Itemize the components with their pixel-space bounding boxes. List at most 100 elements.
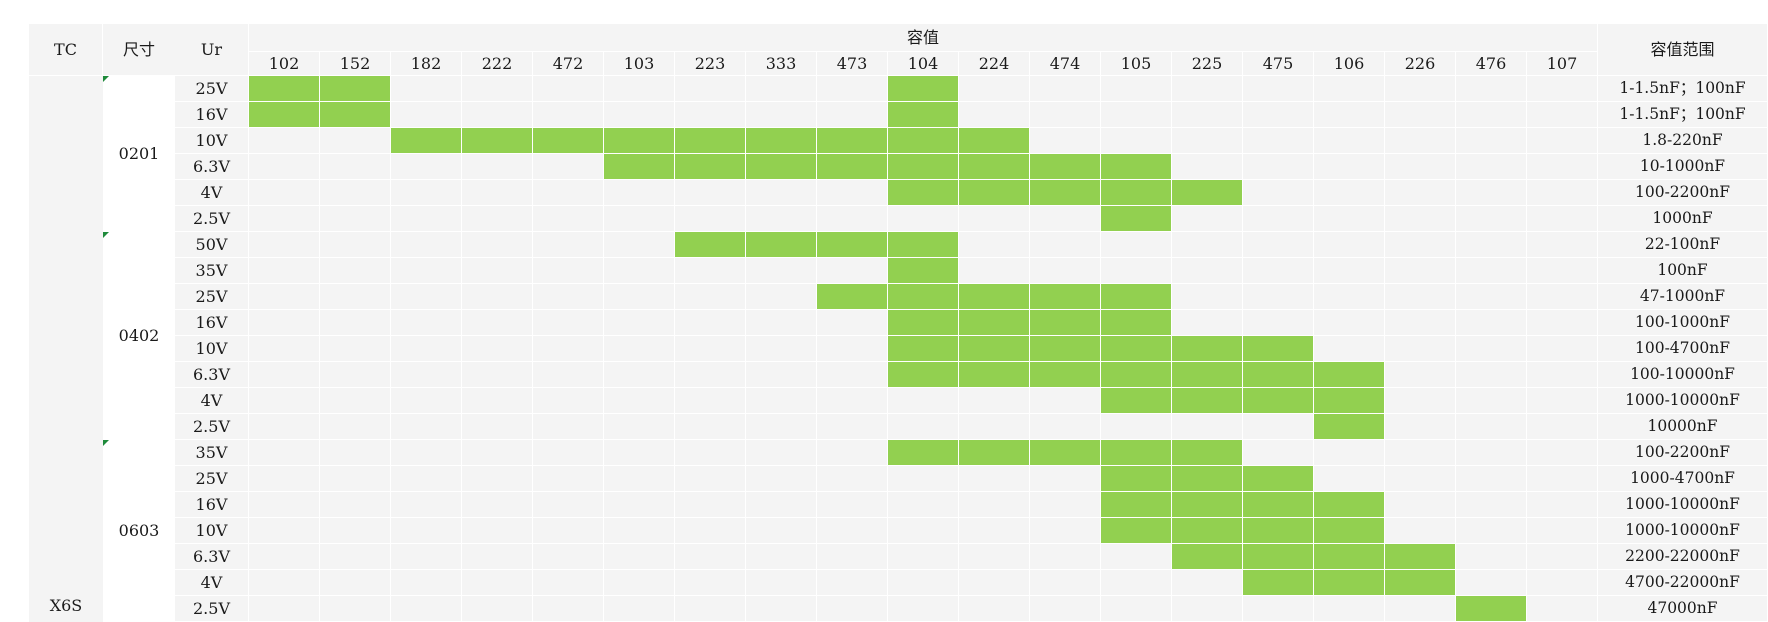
available-cell	[1172, 440, 1243, 466]
empty-cell	[1456, 258, 1527, 284]
available-cell	[817, 232, 888, 258]
range-value: 2200-22000nF	[1598, 544, 1768, 570]
available-cell	[959, 128, 1030, 154]
empty-cell	[675, 388, 746, 414]
available-cell	[959, 440, 1030, 466]
comment-marker	[103, 76, 109, 82]
empty-cell	[533, 362, 604, 388]
empty-cell	[320, 258, 391, 284]
available-cell	[1030, 154, 1101, 180]
available-cell	[959, 362, 1030, 388]
empty-cell	[604, 388, 675, 414]
available-cell	[1243, 570, 1314, 596]
empty-cell	[604, 76, 675, 102]
empty-cell	[1030, 570, 1101, 596]
empty-cell	[1527, 544, 1598, 570]
empty-cell	[533, 206, 604, 232]
empty-cell	[1527, 206, 1598, 232]
empty-cell	[817, 414, 888, 440]
code-header: 472	[533, 52, 604, 76]
empty-cell	[1385, 102, 1456, 128]
empty-cell	[1385, 388, 1456, 414]
header-ur: Ur	[175, 24, 249, 76]
empty-cell	[1456, 232, 1527, 258]
voltage-label: 35V	[175, 440, 249, 466]
code-header: 226	[1385, 52, 1456, 76]
empty-cell	[604, 414, 675, 440]
available-cell	[888, 180, 959, 206]
code-header: 473	[817, 52, 888, 76]
empty-cell	[249, 310, 320, 336]
empty-cell	[462, 570, 533, 596]
empty-cell	[1030, 414, 1101, 440]
range-value: 4700-22000nF	[1598, 570, 1768, 596]
empty-cell	[320, 310, 391, 336]
empty-cell	[391, 258, 462, 284]
empty-cell	[1243, 284, 1314, 310]
available-cell	[1314, 570, 1385, 596]
empty-cell	[533, 232, 604, 258]
range-value: 1-1.5nF；100nF	[1598, 76, 1768, 102]
empty-cell	[1030, 596, 1101, 622]
empty-cell	[746, 388, 817, 414]
empty-cell	[391, 284, 462, 310]
empty-cell	[1172, 284, 1243, 310]
empty-cell	[1314, 102, 1385, 128]
empty-cell	[1527, 492, 1598, 518]
empty-cell	[1385, 492, 1456, 518]
empty-cell	[1456, 154, 1527, 180]
empty-cell	[1456, 310, 1527, 336]
empty-cell	[391, 180, 462, 206]
empty-cell	[1030, 518, 1101, 544]
empty-cell	[391, 206, 462, 232]
empty-cell	[604, 596, 675, 622]
empty-cell	[1243, 258, 1314, 284]
empty-cell	[604, 102, 675, 128]
empty-cell	[959, 232, 1030, 258]
empty-cell	[959, 258, 1030, 284]
empty-cell	[462, 180, 533, 206]
empty-cell	[1030, 76, 1101, 102]
empty-cell	[1030, 544, 1101, 570]
empty-cell	[675, 544, 746, 570]
available-cell	[959, 336, 1030, 362]
available-cell	[1243, 362, 1314, 388]
available-cell	[959, 310, 1030, 336]
range-value: 100-1000nF	[1598, 310, 1768, 336]
empty-cell	[320, 596, 391, 622]
empty-cell	[1314, 232, 1385, 258]
empty-cell	[604, 284, 675, 310]
range-value: 100-2200nF	[1598, 440, 1768, 466]
empty-cell	[1030, 206, 1101, 232]
available-cell	[1172, 388, 1243, 414]
voltage-label: 16V	[175, 102, 249, 128]
available-cell	[888, 258, 959, 284]
available-cell	[1030, 336, 1101, 362]
empty-cell	[746, 518, 817, 544]
empty-cell	[249, 544, 320, 570]
available-cell	[1030, 440, 1101, 466]
empty-cell	[1385, 466, 1456, 492]
empty-cell	[1527, 180, 1598, 206]
available-cell	[817, 154, 888, 180]
available-cell	[1101, 440, 1172, 466]
empty-cell	[746, 180, 817, 206]
empty-cell	[959, 570, 1030, 596]
available-cell	[1314, 362, 1385, 388]
empty-cell	[1314, 206, 1385, 232]
empty-cell	[320, 414, 391, 440]
empty-cell	[888, 388, 959, 414]
empty-cell	[675, 206, 746, 232]
available-cell	[675, 128, 746, 154]
empty-cell	[249, 154, 320, 180]
empty-cell	[746, 310, 817, 336]
available-cell	[746, 232, 817, 258]
empty-cell	[1243, 232, 1314, 258]
empty-cell	[1243, 76, 1314, 102]
empty-cell	[249, 258, 320, 284]
empty-cell	[1101, 76, 1172, 102]
range-value: 1000-4700nF	[1598, 466, 1768, 492]
available-cell	[1030, 310, 1101, 336]
empty-cell	[249, 232, 320, 258]
empty-cell	[1172, 414, 1243, 440]
